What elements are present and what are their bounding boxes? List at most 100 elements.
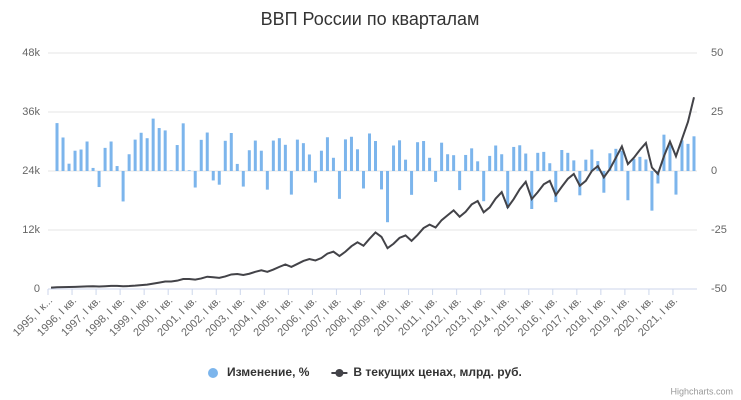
y2-tick-label: 25 [711,106,723,118]
bar [614,148,618,171]
bar [494,145,498,171]
bar [548,163,552,171]
bar [488,155,492,171]
bar [223,140,227,171]
bar [193,171,197,188]
bar [271,140,275,171]
bar [470,148,474,171]
bar [590,149,594,171]
bar [578,171,582,196]
y2-tick-label: -50 [711,283,727,295]
bar [361,171,365,189]
bar [476,161,480,171]
bar [398,140,402,171]
bar [464,154,468,171]
bar [668,144,672,171]
bar [61,137,65,171]
bar [307,154,311,171]
bar [349,136,353,171]
bar [97,171,101,188]
bar [115,166,119,171]
bar [235,163,239,171]
bar [85,141,89,171]
legend-item[interactable]: В текущих ценах, млрд. руб. [331,365,522,379]
bar [319,150,323,171]
bar [199,139,203,171]
y2-tick-label: -25 [711,224,727,236]
bar [217,171,221,185]
bar [518,145,522,171]
y-tick-label: 12k [22,224,40,236]
legend-item[interactable]: Изменение, % [208,365,310,379]
bar [55,123,59,171]
bar [458,171,462,191]
bar [506,171,510,209]
bar [211,171,215,181]
y2-tick-label: 50 [711,47,723,59]
bar [584,159,588,171]
bar [626,171,630,201]
bar [175,145,179,171]
bar [313,171,317,183]
bar [542,151,546,171]
bar [157,128,161,171]
chart-title: ВВП России по кварталам [261,9,480,29]
bar [109,141,113,171]
bar [512,146,516,171]
bar [133,139,137,171]
bar [650,171,654,211]
bar [151,118,155,171]
bar [181,123,185,171]
bar [145,138,149,171]
bar [422,141,426,171]
legend-label: В текущих ценах, млрд. руб. [353,365,521,379]
bar [289,171,293,195]
bar [301,143,305,171]
bar [253,140,257,171]
bar [380,171,384,190]
bar [163,130,167,171]
bar [662,134,666,171]
legend-symbol [335,369,344,377]
legend-label: Изменение, % [227,365,310,379]
bar [229,133,233,171]
bar [367,133,371,171]
legend-symbol [208,368,218,378]
bar [404,159,408,171]
bar [73,150,77,171]
bar [386,171,390,223]
bar [434,171,438,182]
credits[interactable]: Highcharts.com [670,386,733,396]
bar [121,171,125,202]
bar [452,155,456,171]
y-tick-label: 36k [22,106,40,118]
bar [566,152,570,171]
bar [554,171,558,203]
bar [127,154,131,171]
bar [602,171,606,193]
bar [67,163,71,171]
bar [79,149,83,171]
bar [241,171,245,187]
y-tick-label: 48k [22,47,40,59]
bar [355,149,359,171]
bar [283,144,287,171]
y-tick-label: 24k [22,165,40,177]
bar [91,167,95,171]
bar [446,154,450,171]
bar [247,150,251,171]
bar [265,171,269,190]
bar [205,132,209,171]
bar [656,171,660,184]
bar [428,157,432,171]
bar [295,139,299,171]
bar [482,171,486,202]
y-tick-label: 0 [34,283,40,295]
bar [692,136,696,171]
bar [524,153,528,171]
bar [674,171,678,195]
bar [187,170,191,171]
bar [572,160,576,171]
bar [103,147,107,171]
